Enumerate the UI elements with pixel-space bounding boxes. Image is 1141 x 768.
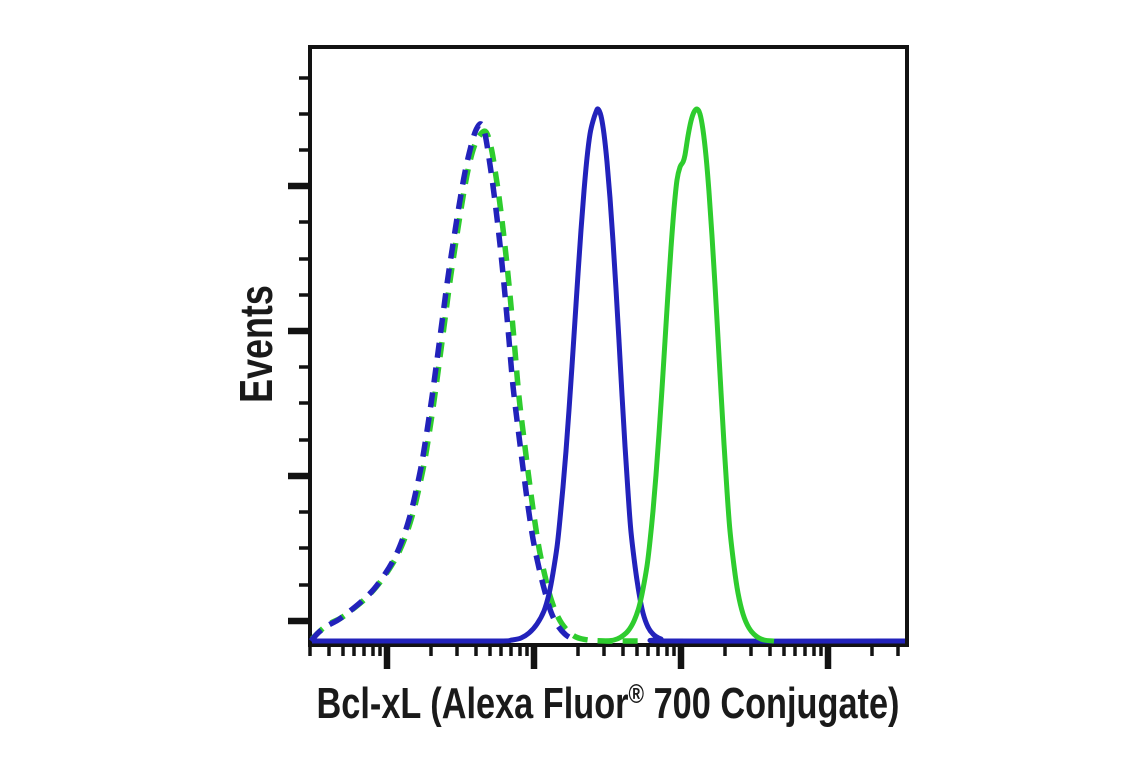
plot-border [308,45,909,647]
axis-ticks [288,76,900,669]
control-blue-dashed-curve [308,121,577,643]
x-axis-label-pre: Bcl-xL (Alexa Fluor [317,679,629,728]
x-axis-label-post: 700 Conjugate) [644,679,899,728]
control-green-dashed-curve [310,128,641,644]
y-axis-label: Events [231,285,282,403]
sample-green-solid-curve [604,106,775,644]
x-axis-label: Bcl-xL (Alexa Fluor® 700 Conjugate) [317,679,900,728]
plot-frame [308,45,909,647]
histogram-curves [308,106,906,644]
sample-blue-solid-curve [312,106,906,644]
registered-trademark-symbol: ® [629,680,645,710]
